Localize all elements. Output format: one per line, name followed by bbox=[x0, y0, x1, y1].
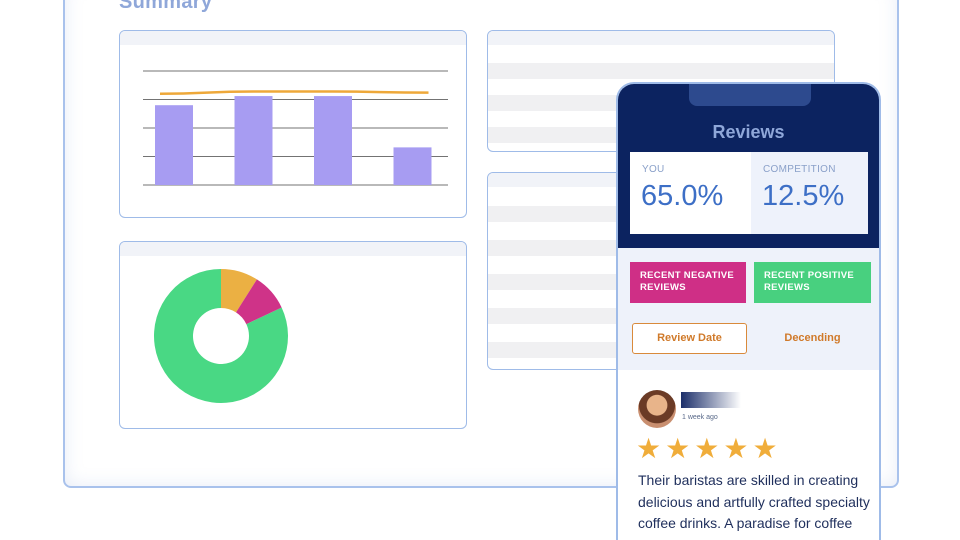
reviews-header: Reviews YOU 65.0% COMPETITION 12.5% bbox=[618, 84, 879, 248]
competition-stat-card: COMPETITION 12.5% bbox=[751, 152, 868, 234]
recent-positive-reviews-button[interactable]: RECENT POSITIVE REVIEWS bbox=[754, 262, 871, 303]
star-icon: ★ bbox=[636, 433, 662, 464]
bar bbox=[393, 147, 432, 185]
reviewer-name-redacted bbox=[681, 392, 741, 408]
panel-header bbox=[488, 31, 834, 45]
you-value: 65.0% bbox=[641, 180, 724, 212]
bar bbox=[155, 105, 193, 185]
sort-field-button[interactable]: Review Date bbox=[632, 323, 747, 354]
phone-notch bbox=[689, 84, 811, 106]
donut-slice bbox=[221, 269, 257, 313]
you-label: YOU bbox=[642, 164, 665, 175]
review-text: Their baristas are skilled in creating d… bbox=[638, 472, 870, 540]
trend-line bbox=[159, 90, 429, 96]
star-icon: ★ bbox=[723, 433, 749, 464]
you-stat-card: YOU 65.0% bbox=[630, 152, 751, 234]
summary-title: Summary bbox=[119, 0, 213, 13]
panel-header bbox=[120, 31, 466, 45]
donut-slice bbox=[236, 279, 282, 325]
donut-slice bbox=[153, 269, 288, 403]
review-time: 1 week ago bbox=[682, 414, 718, 421]
bar bbox=[314, 96, 352, 185]
mobile-reviews-app: Reviews YOU 65.0% COMPETITION 12.5% RECE… bbox=[616, 82, 881, 540]
star-icon: ★ bbox=[752, 433, 778, 464]
donut-chart-panel bbox=[119, 241, 467, 429]
star-icon: ★ bbox=[665, 433, 691, 464]
table-row bbox=[488, 63, 834, 79]
review-card: 1 week ago ★ ★ ★ ★ ★ Their baristas are … bbox=[618, 370, 879, 540]
recent-negative-reviews-button[interactable]: RECENT NEGATIVE REVIEWS bbox=[630, 262, 746, 303]
star-rating: ★ ★ ★ ★ ★ bbox=[636, 434, 778, 464]
competition-label: COMPETITION bbox=[763, 164, 836, 175]
reviews-title: Reviews bbox=[712, 122, 785, 142]
sort-order-button[interactable]: Decending bbox=[784, 332, 841, 344]
star-icon: ★ bbox=[694, 433, 720, 464]
bar-chart-panel bbox=[119, 30, 467, 218]
bar bbox=[234, 96, 273, 185]
review-filters: RECENT NEGATIVE REVIEWS RECENT POSITIVE … bbox=[618, 248, 879, 370]
donut-chart bbox=[153, 269, 288, 403]
bar-chart bbox=[143, 70, 448, 186]
competition-value: 12.5% bbox=[762, 180, 845, 212]
avatar bbox=[638, 390, 676, 428]
panel-header bbox=[120, 242, 466, 256]
